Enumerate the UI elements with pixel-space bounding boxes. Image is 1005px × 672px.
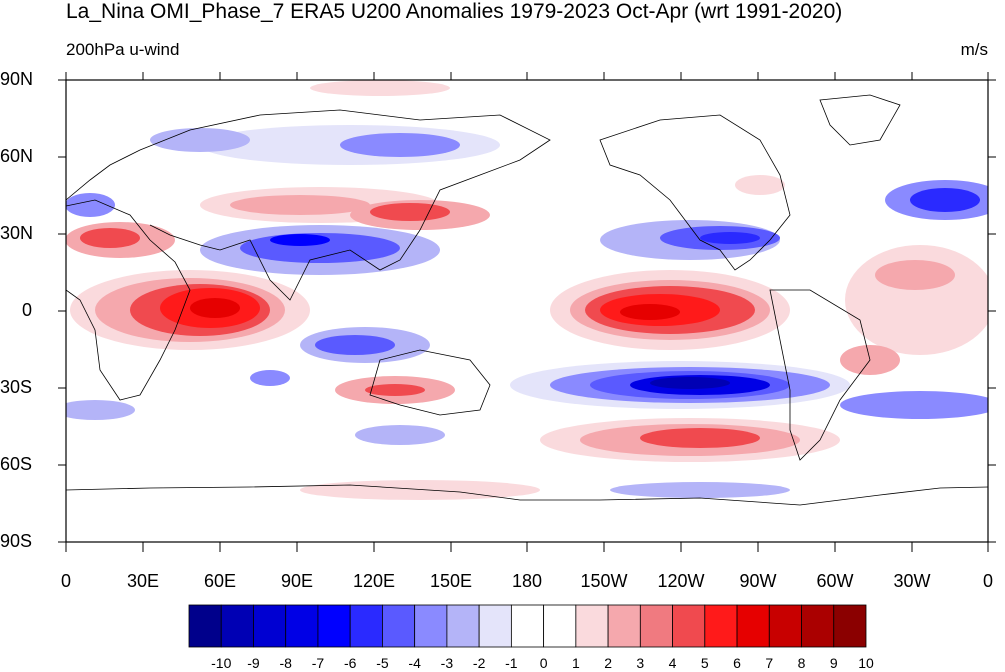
lat-label-eq: 0 bbox=[22, 300, 33, 320]
colorbar-swatch bbox=[607, 604, 641, 648]
colorbar-tick-label: 6 bbox=[733, 655, 741, 671]
colorbar-swatch bbox=[317, 604, 351, 648]
colorbar-swatch bbox=[349, 604, 383, 648]
colorbar-tick-label: -10 bbox=[211, 655, 232, 671]
colorbar-tick-label: 3 bbox=[636, 655, 645, 671]
colorbar-tick-label: -9 bbox=[247, 655, 260, 671]
units-label: m/s bbox=[960, 40, 988, 59]
lon-label-90e: 90E bbox=[280, 571, 314, 591]
lat-label-30s: 30S bbox=[0, 377, 33, 397]
colorbar-swatch bbox=[704, 604, 738, 648]
lat-label-90n: 90N bbox=[0, 69, 34, 89]
colorbar-swatch bbox=[220, 604, 254, 648]
lon-label-0-end: 0 bbox=[982, 571, 994, 591]
lon-label-150w: 150W bbox=[580, 571, 628, 591]
lat-ticks bbox=[58, 79, 996, 543]
colorbar-swatch bbox=[543, 604, 577, 648]
colorbar-tick-label: -5 bbox=[376, 655, 389, 671]
colorbar-tick-label: -6 bbox=[343, 655, 357, 671]
colorbar-tick-label: 0 bbox=[539, 655, 548, 671]
lon-label-150e: 150E bbox=[429, 571, 473, 591]
colorbar-tick-label: 8 bbox=[797, 655, 806, 671]
colorbar-swatch bbox=[801, 604, 835, 648]
colorbar-swatch bbox=[736, 604, 770, 648]
colorbar-swatch bbox=[414, 604, 448, 648]
colorbar-tick-label: 2 bbox=[604, 655, 612, 671]
colorbar-swatch bbox=[285, 604, 319, 648]
colorbar-swatch bbox=[446, 604, 480, 648]
colorbar-tick-label: -8 bbox=[279, 655, 292, 671]
colorbar-swatch bbox=[478, 604, 512, 648]
lon-label-30w: 30W bbox=[893, 571, 931, 591]
colorbar-swatch bbox=[382, 604, 416, 648]
lat-label-30n: 30N bbox=[0, 223, 34, 243]
lon-label-60e: 60E bbox=[203, 571, 237, 591]
colorbar-tick-label: 1 bbox=[571, 655, 580, 671]
coastlines bbox=[66, 94, 988, 506]
colorbar-swatch bbox=[188, 604, 222, 648]
colorbar-swatch bbox=[253, 604, 287, 648]
lat-label-60s: 60S bbox=[0, 454, 33, 474]
colorbar-tick-label: 10 bbox=[858, 655, 874, 671]
colorbar-tick-label: -7 bbox=[311, 655, 325, 671]
lon-label-0: 0 bbox=[60, 571, 72, 591]
colorbar-tick-label: -2 bbox=[472, 655, 486, 671]
colorbar-tick-label: -1 bbox=[505, 655, 518, 671]
colorbar-tick-label: -4 bbox=[408, 655, 421, 671]
colorbar-swatch bbox=[672, 604, 706, 648]
lon-label-30e: 30E bbox=[126, 571, 160, 591]
variable-label: 200hPa u-wind bbox=[66, 40, 180, 59]
colorbar-swatch bbox=[575, 604, 609, 648]
colorbar-tick-label: 4 bbox=[668, 655, 677, 671]
colorbar-tick-label: 7 bbox=[765, 655, 774, 671]
colorbar bbox=[188, 604, 867, 648]
lon-label-180: 180 bbox=[511, 571, 543, 591]
lon-label-60w: 60W bbox=[816, 571, 854, 591]
colorbar-swatch bbox=[639, 604, 673, 648]
colorbar-swatch bbox=[768, 604, 802, 648]
map-title: La_Nina OMI_Phase_7 ERA5 U200 Anomalies … bbox=[66, 0, 843, 23]
lon-label-120e: 120E bbox=[352, 571, 396, 591]
lat-label-90s: 90S bbox=[0, 531, 33, 551]
anomaly-field bbox=[66, 80, 988, 500]
lat-label-60n: 60N bbox=[0, 146, 34, 166]
colorbar-tick-label: -3 bbox=[440, 655, 454, 671]
colorbar-tick-label: 9 bbox=[829, 655, 838, 671]
lon-label-120w: 120W bbox=[657, 571, 705, 591]
colorbar-swatch bbox=[510, 604, 545, 648]
lon-ticks bbox=[65, 72, 989, 552]
colorbar-swatch bbox=[833, 604, 867, 648]
colorbar-tick-label: 5 bbox=[700, 655, 709, 671]
lon-label-90w: 90W bbox=[739, 571, 777, 591]
